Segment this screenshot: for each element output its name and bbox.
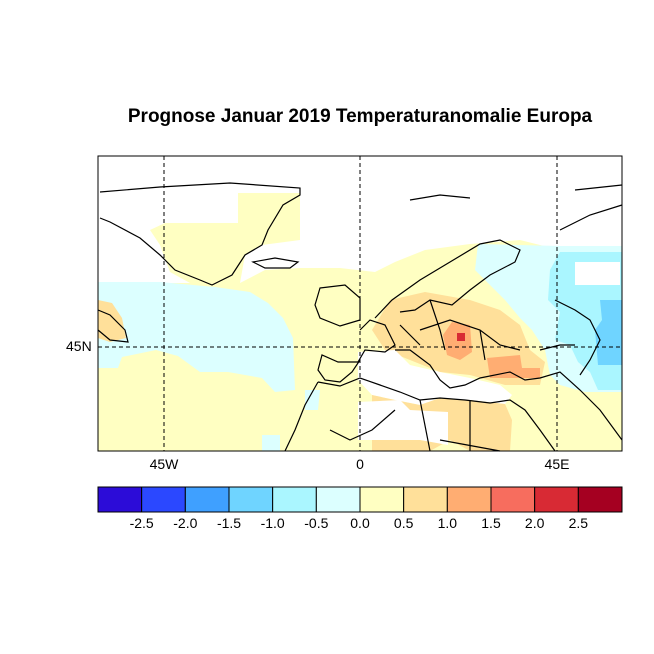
map-frame	[97, 155, 623, 452]
colorbar-bin	[315, 486, 361, 513]
colorbar-bin	[359, 486, 405, 513]
colorbar-bin	[577, 486, 623, 513]
anomaly-region-atlantic-cyan	[98, 282, 295, 392]
colorbar-tick-label: 1.5	[481, 515, 501, 531]
x-tick-0: 0	[356, 456, 364, 472]
map-title: Prognose Januar 2019 Temperaturanomalie …	[127, 106, 593, 127]
colorbar-bin	[228, 486, 274, 513]
colorbar-bin	[534, 486, 579, 513]
colorbar-bin	[272, 486, 317, 513]
anomaly-region-canaries	[305, 390, 320, 410]
colorbar-tick-label: -1.5	[216, 515, 242, 531]
colorbar-bin	[141, 486, 186, 513]
colorbar-tick-label: 1.0	[437, 515, 458, 531]
colorbar-bin	[97, 486, 143, 513]
gridlines	[98, 156, 622, 451]
anomaly-region-atlantic-sw	[262, 435, 280, 451]
colorbar-tick-label: -1.0	[260, 515, 285, 531]
anomaly-region-russia-blue	[595, 300, 622, 365]
colorbar-bin	[403, 486, 448, 513]
colorbar	[97, 486, 623, 513]
anomaly-region-newfoundland	[98, 300, 126, 342]
x-tick-45e: 45E	[544, 456, 570, 472]
colorbar-bin	[446, 486, 492, 513]
y-tick-45n: 45N	[66, 338, 92, 354]
anomaly-region-turkey	[487, 355, 540, 378]
colorbar-tick-label: 2.5	[568, 515, 589, 531]
colorbar-tick-label: 0.5	[393, 515, 414, 531]
colorbar-tick-label: -2.0	[173, 515, 198, 531]
colorbar-bin	[184, 486, 230, 513]
anomaly-cell-max	[457, 333, 465, 341]
colorbar-bin	[490, 486, 536, 513]
x-tick-45w: 45W	[149, 456, 179, 472]
anomaly-region-greenland	[150, 193, 300, 285]
map-panel	[97, 155, 623, 452]
coastlines	[97, 182, 623, 452]
colorbar-tick-label: -2.5	[129, 515, 154, 531]
anomaly-region-sahara-white	[358, 400, 448, 445]
anomaly-region-russia-white	[575, 262, 620, 285]
colorbar-tick-label: 2.0	[524, 515, 545, 531]
colorbar-tick-label: -0.5	[304, 515, 329, 531]
colorbar-tick-label: 0.0	[350, 515, 370, 531]
